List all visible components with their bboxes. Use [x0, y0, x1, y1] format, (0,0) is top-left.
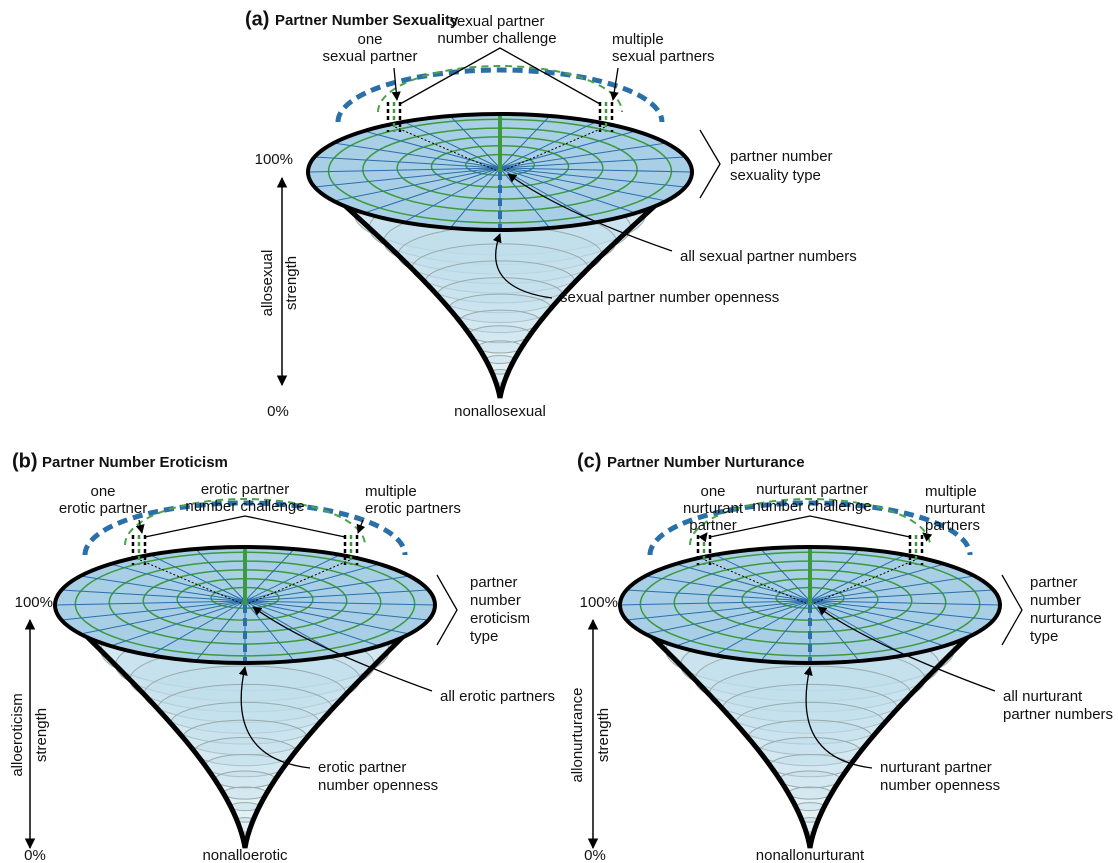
panel-title: Partner Number Eroticism: [42, 454, 228, 471]
axis-bottom: 0%: [584, 847, 606, 863]
challenge: number challenge: [185, 498, 304, 515]
cone: [620, 499, 1000, 848]
challenge: number challenge: [437, 30, 556, 47]
cone-ring: [796, 803, 825, 811]
type-label: nurturance: [1030, 610, 1102, 627]
arrow: [358, 520, 363, 533]
axis-top: 100%: [255, 151, 293, 168]
axis-bottom: 0%: [267, 403, 289, 420]
bracket: [145, 516, 345, 537]
cone-ring: [486, 355, 515, 363]
type-label: partner: [470, 574, 518, 591]
openness-label: number openness: [880, 777, 1000, 794]
type-label: eroticism: [470, 610, 530, 627]
type-label: partner number: [730, 148, 833, 165]
figure: (a)Partner Number Sexualityonesexual par…: [0, 0, 1118, 863]
openness-label: sexual partner number openness: [560, 289, 779, 306]
cone: [55, 499, 435, 848]
type-label: type: [470, 628, 498, 645]
left-top: erotic partner: [59, 500, 147, 517]
challenge: number challenge: [752, 498, 871, 515]
openness-label: nurturant partner: [880, 759, 992, 776]
openness-label: number openness: [318, 777, 438, 794]
type-label: sexuality type: [730, 167, 821, 184]
cone-ring: [223, 787, 266, 799]
left-top: partner: [689, 517, 737, 534]
axis-bottom: 0%: [24, 847, 46, 863]
axis-name: strength: [283, 256, 300, 310]
right-top: multiple: [925, 483, 977, 500]
axis-name: strength: [33, 708, 50, 762]
openness-label: erotic partner: [318, 759, 406, 776]
type-label: number: [1030, 592, 1081, 609]
type-label: type: [1030, 628, 1058, 645]
cone-ring: [780, 771, 840, 788]
bottom-label: nonallosexual: [454, 403, 546, 420]
panel-title: Partner Number Nurturance: [607, 454, 805, 471]
axis-name: allosexual: [259, 250, 276, 317]
cone-ring: [215, 771, 275, 788]
brace: [700, 130, 720, 198]
axis-name: alloeroticism: [9, 693, 26, 776]
left-top: nurturant: [683, 500, 744, 517]
panel-title: Partner Number Sexuality: [275, 12, 459, 29]
bottom-label: nonallonurturant: [756, 847, 865, 863]
center-label: partner numbers: [1003, 706, 1113, 723]
axis-name: allonurturance: [569, 687, 586, 782]
rim-dash-green: [378, 66, 622, 112]
right-top: multiple: [612, 31, 664, 48]
cone: [308, 66, 692, 398]
center-label: all nurturant: [1003, 688, 1083, 705]
panel-label: (b): [12, 450, 38, 472]
axis-name: strength: [595, 708, 612, 762]
cone-ring: [788, 787, 831, 799]
bracket: [710, 516, 910, 537]
right-top: erotic partners: [365, 500, 461, 517]
panel-label: (a): [245, 8, 269, 30]
axis-top: 100%: [580, 594, 618, 611]
brace: [1002, 575, 1022, 645]
right-top: nurturant: [925, 500, 986, 517]
panel-label: (c): [577, 450, 601, 472]
center-label: all erotic partners: [440, 688, 555, 705]
bottom-label: nonalloerotic: [202, 847, 288, 863]
left-top: one: [357, 31, 382, 48]
type-label: number: [470, 592, 521, 609]
challenge: nurturant partner: [756, 481, 868, 498]
brace: [437, 575, 457, 645]
cone-ring: [470, 326, 531, 343]
left-top: sexual partner: [322, 48, 417, 65]
right-top: multiple: [365, 483, 417, 500]
challenge: sexual partner: [449, 13, 544, 30]
left-top: one: [90, 483, 115, 500]
center-label: all sexual partner numbers: [680, 248, 857, 265]
axis-top: 100%: [15, 594, 53, 611]
left-top: one: [700, 483, 725, 500]
cone-ring: [231, 803, 260, 811]
cone-ring: [478, 341, 522, 353]
challenge: erotic partner: [201, 481, 289, 498]
type-label: partner: [1030, 574, 1078, 591]
right-top: partners: [925, 517, 980, 534]
right-top: sexual partners: [612, 48, 715, 65]
